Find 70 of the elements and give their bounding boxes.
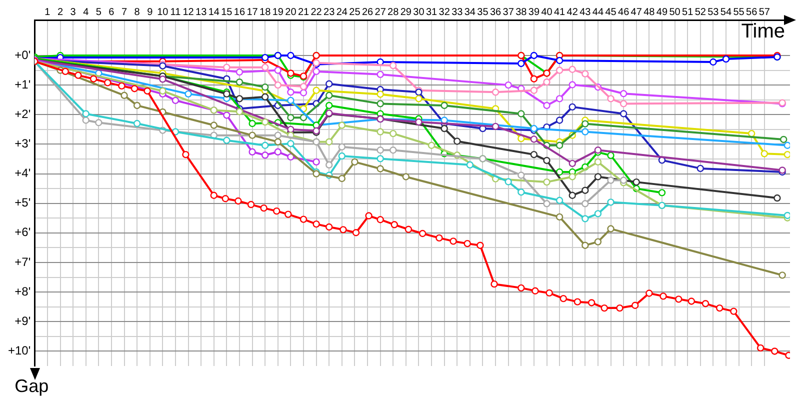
x-tick-label: 47	[630, 6, 642, 18]
x-tick-label: 10	[157, 6, 169, 18]
x-tick-label: 24	[336, 6, 348, 18]
x-tick-label: 48	[644, 6, 656, 18]
y-tick-label: +8'	[14, 284, 31, 298]
y-axis-title: Gap	[14, 376, 49, 396]
x-tick-label: 42	[566, 6, 578, 18]
x-tick-label: 7	[121, 6, 128, 18]
y-tick-label: +5'	[14, 196, 31, 210]
x-tick-label: 4	[83, 6, 90, 18]
x-axis-title: Time	[741, 20, 785, 43]
x-tick-label: 28	[388, 6, 400, 18]
x-tick-label: 35	[477, 6, 489, 18]
x-tick-label: 57	[758, 6, 770, 18]
y-tick-label: +10'	[8, 344, 31, 358]
y-tick-label: +0'	[14, 48, 31, 62]
x-tick-label: 12	[182, 6, 194, 18]
x-tick-label: 22	[310, 6, 322, 18]
x-tick-label: 23	[324, 6, 336, 18]
x-tick-label: 19	[272, 6, 284, 18]
x-tick-label: 18	[260, 6, 272, 18]
x-tick-label: 44	[592, 6, 604, 18]
x-tick-label: 53	[708, 6, 720, 18]
y-tick-label: +4'	[14, 166, 31, 180]
y-tick-label: +3'	[14, 136, 31, 151]
x-tick-label: 51	[682, 6, 694, 18]
x-tick-label: 41	[554, 6, 566, 18]
x-tick-label: 6	[108, 6, 115, 18]
x-tick-label: 43	[580, 6, 592, 18]
x-tick-label: 11	[170, 6, 182, 18]
x-tick-label: 21	[298, 6, 310, 18]
x-tick-label: 30	[413, 6, 425, 18]
x-tick-label: 56	[746, 6, 758, 18]
x-tick-label: 54	[720, 6, 732, 18]
y-tick-label: +2'	[14, 106, 31, 121]
x-tick-label: 33	[452, 6, 464, 18]
y-tick-label: +6'	[14, 225, 31, 240]
x-tick-label: 25	[349, 6, 361, 18]
x-tick-label: 13	[196, 6, 208, 18]
x-tick-label: 16	[234, 6, 246, 18]
x-tick-label: 9	[147, 6, 154, 18]
x-tick-label: 3	[70, 6, 76, 18]
y-tick-label: +9'	[14, 314, 31, 328]
x-tick-label: 29	[400, 6, 412, 18]
x-tick-label: 17	[246, 6, 258, 18]
y-tick-label: +1'	[14, 77, 31, 92]
x-tick-label: 37	[502, 6, 514, 18]
x-tick-label: 27	[374, 6, 386, 18]
y-tick-label: +7'	[14, 254, 31, 269]
x-tick-label: 36	[490, 6, 502, 18]
x-tick-label: 8	[134, 6, 140, 18]
x-tick-label: 46	[618, 6, 630, 18]
x-tick-label: 20	[285, 6, 297, 18]
x-tick-label: 14	[208, 6, 220, 18]
x-tick-label: 31	[426, 6, 438, 18]
x-tick-label: 52	[694, 6, 706, 18]
x-tick-label: 50	[669, 6, 681, 18]
x-tick-label: 55	[733, 6, 745, 18]
x-tick-label: 40	[541, 6, 553, 18]
x-tick-label: 45	[605, 6, 617, 18]
x-tick-label: 39	[528, 6, 540, 18]
x-tick-label: 26	[362, 6, 374, 18]
x-tick-label: 2	[57, 6, 64, 18]
x-tick-label: 32	[438, 6, 450, 18]
x-tick-label: 49	[656, 6, 668, 18]
x-tick-label: 38	[516, 6, 528, 18]
x-tick-label: 1	[44, 6, 51, 18]
x-tick-label: 34	[464, 6, 476, 18]
x-tick-label: 5	[96, 6, 102, 18]
x-tick-label: 15	[221, 6, 233, 18]
